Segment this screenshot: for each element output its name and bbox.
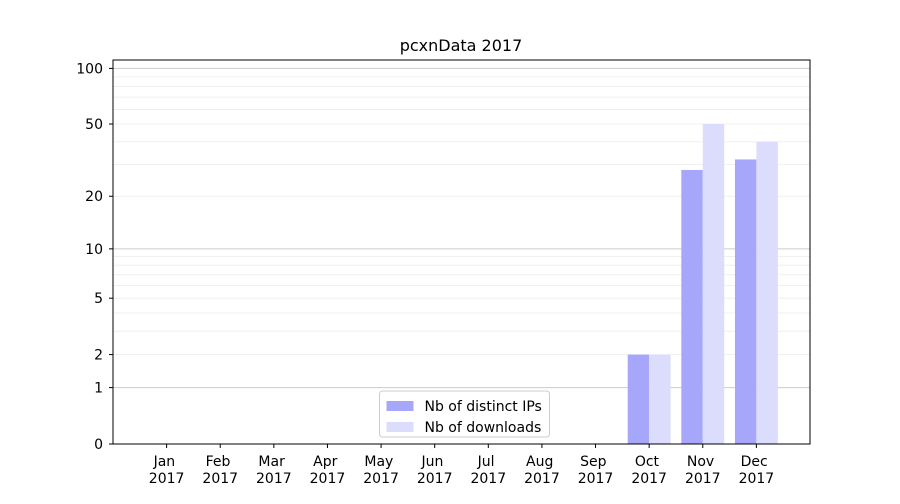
x-tick-label: Jan 2017 (149, 454, 185, 487)
bar (681, 169, 703, 444)
x-tick-label: Dec 2017 (739, 454, 775, 487)
x-tick-label: Feb 2017 (202, 454, 238, 487)
legend-label: Nb of downloads (425, 420, 542, 436)
y-tick-label: 100 (76, 61, 103, 77)
x-tick-label: Sep 2017 (578, 454, 614, 487)
chart-title: pcxnData 2017 (400, 36, 523, 55)
bar (627, 354, 650, 444)
x-tick-label: Oct 2017 (631, 454, 667, 487)
bar (649, 354, 671, 444)
x-tick-label: Aug 2017 (524, 454, 560, 487)
y-tick-label: 2 (94, 348, 103, 364)
legend-box (379, 390, 550, 438)
legend-label: Nb of distinct IPs (425, 399, 542, 415)
bar (756, 141, 778, 444)
x-tick-label: Apr 2017 (310, 454, 346, 487)
x-tick-label: Jul 2017 (470, 454, 506, 487)
bar (734, 159, 757, 444)
legend-swatch (386, 401, 414, 411)
plot-frame (112, 59, 811, 445)
legend-swatch (386, 422, 414, 432)
y-tick-label: 20 (85, 189, 103, 205)
x-tick-label: Mar 2017 (256, 454, 292, 487)
x-tick-label: May 2017 (363, 454, 399, 487)
x-tick-label: Jun 2017 (417, 454, 453, 487)
y-tick-label: 50 (85, 117, 103, 133)
bar (702, 124, 725, 444)
y-tick-label: 0 (94, 437, 103, 453)
y-tick-label: 1 (94, 381, 103, 397)
x-tick-label: Nov 2017 (685, 454, 721, 487)
y-tick-label: 10 (85, 242, 103, 258)
y-tick-label: 5 (94, 291, 103, 307)
